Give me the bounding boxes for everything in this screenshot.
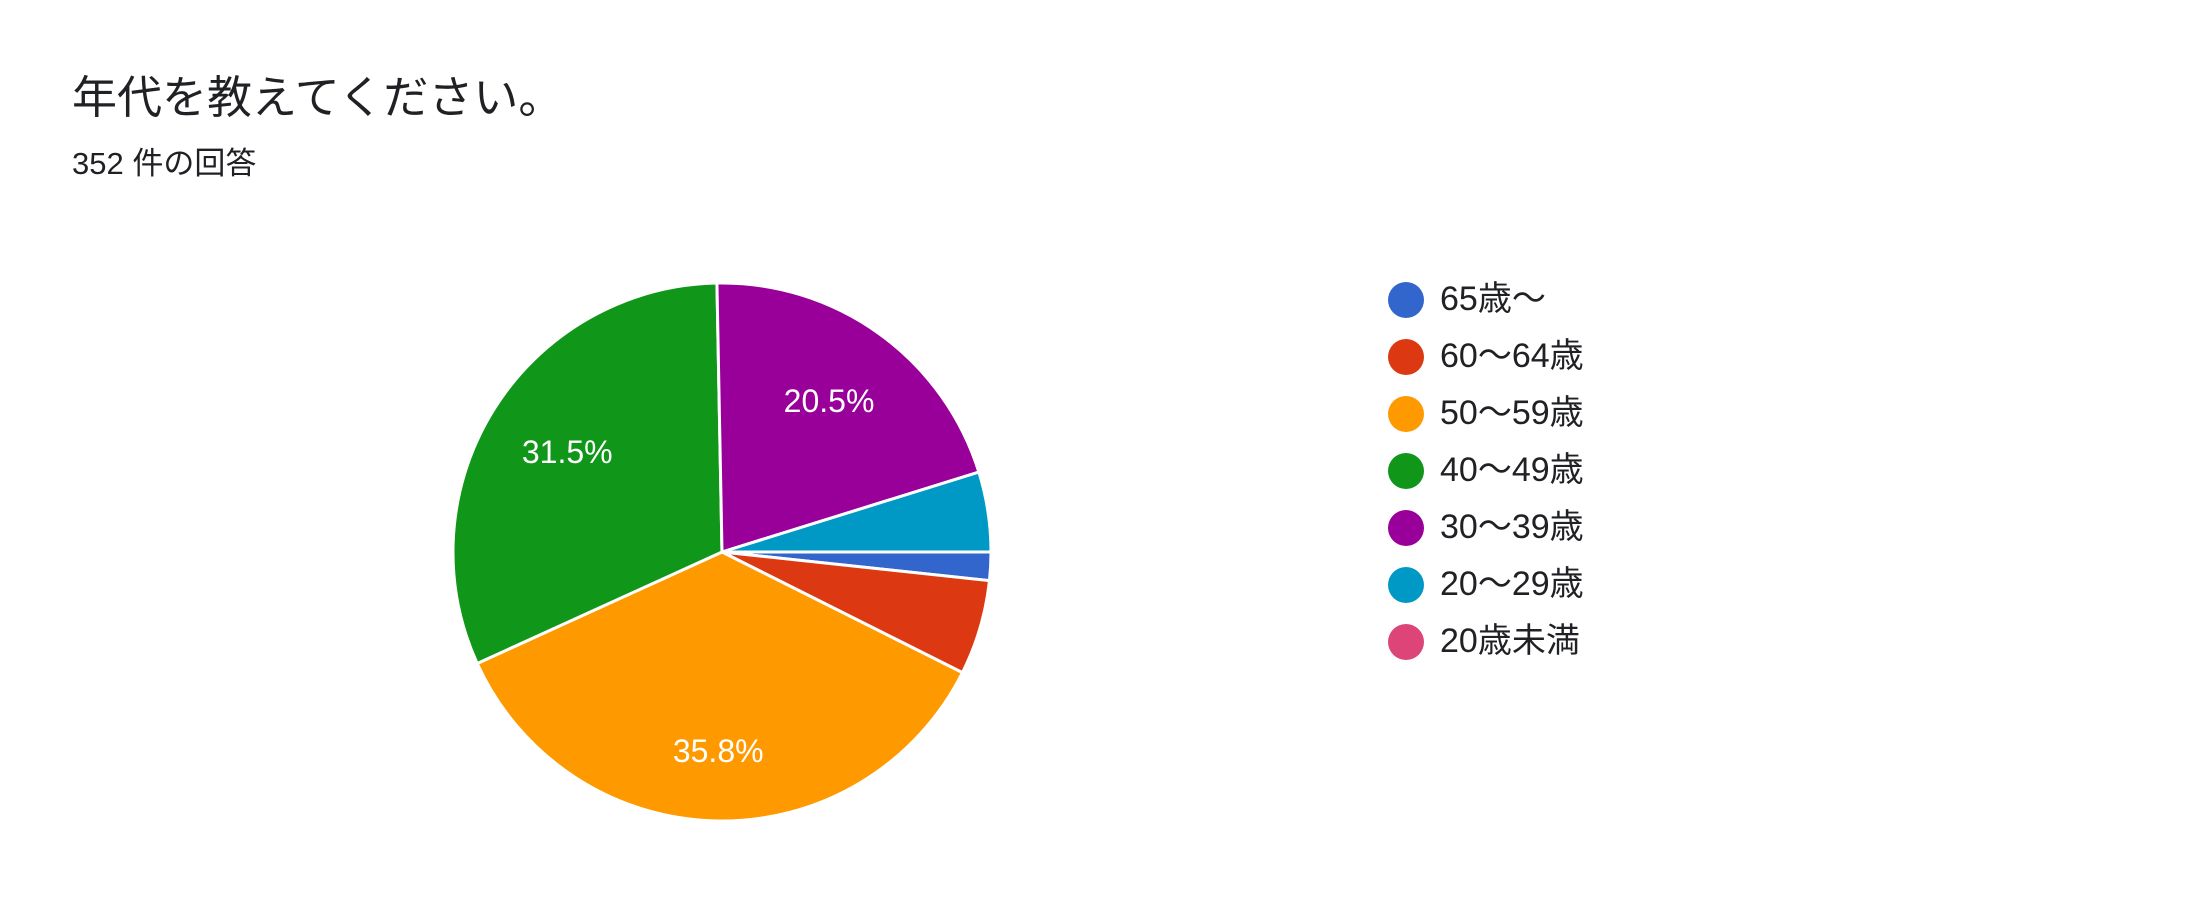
chart-title: 年代を教えてください。	[72, 72, 563, 123]
pie-slice	[721, 470, 993, 554]
legend-label: 20〜29歳	[1440, 565, 1584, 603]
legend-label: 60〜64歳	[1440, 337, 1584, 375]
legend-label: 30〜39歳	[1440, 508, 1584, 546]
data-label: 31.5%	[522, 434, 613, 470]
legend-marker	[1388, 567, 1424, 603]
legend-marker	[1388, 453, 1424, 489]
legend-label: 20歳未満	[1440, 622, 1580, 660]
pie-slice	[715, 281, 981, 555]
legend-label: 50〜59歳	[1440, 394, 1584, 432]
legend-marker	[1388, 624, 1424, 660]
legend-marker	[1388, 339, 1424, 375]
legend-label: 40〜49歳	[1440, 451, 1584, 489]
legend-label: 65歳〜	[1440, 280, 1546, 318]
legend-marker	[1388, 396, 1424, 432]
pie-slice	[475, 550, 965, 823]
data-label: 20.5%	[784, 383, 875, 419]
pie-slice	[451, 281, 724, 666]
legend-marker	[1388, 510, 1424, 546]
data-label: 35.8%	[673, 733, 764, 769]
chart-subtitle: 352 件の回答	[72, 146, 256, 181]
legend-marker	[1388, 282, 1424, 318]
